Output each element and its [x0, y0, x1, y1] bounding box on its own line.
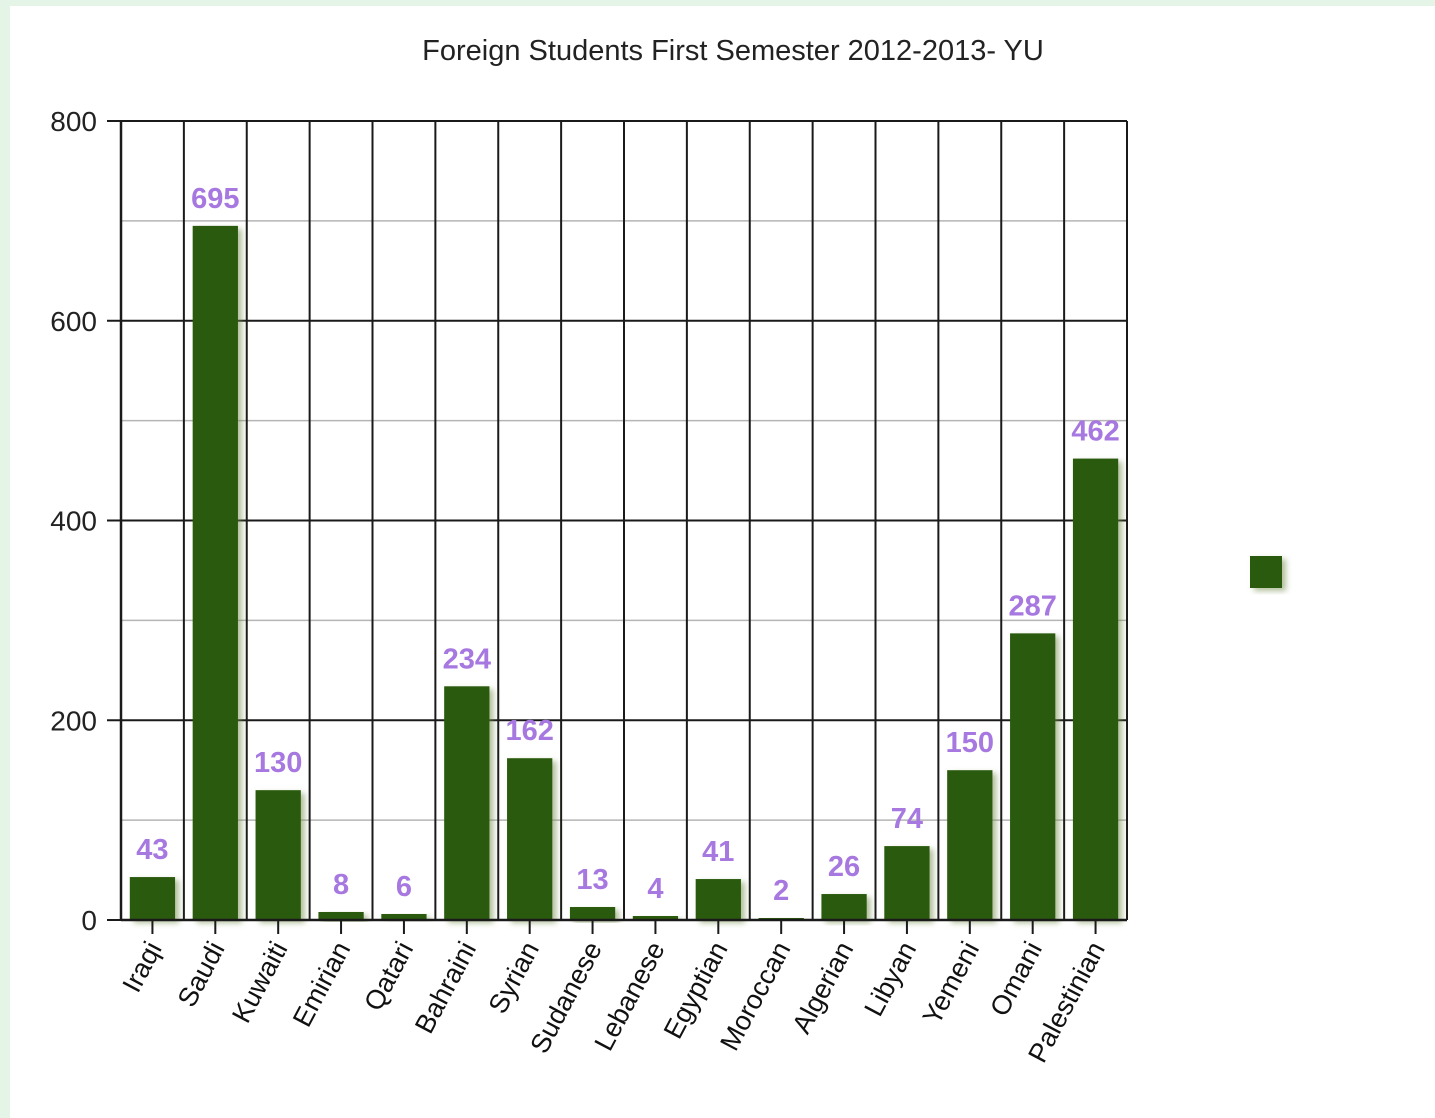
page-frame-top — [0, 0, 1435, 6]
x-tick-label: Saudi — [172, 937, 231, 1012]
page-frame-left — [0, 0, 10, 1118]
bar — [192, 225, 238, 920]
chart-title: Foreign Students First Semester 2012-201… — [422, 35, 1044, 67]
legend — [1250, 556, 1282, 588]
x-tick-label: Bahraini — [409, 937, 482, 1039]
x-tick-label: Syrian — [483, 937, 545, 1019]
bar — [821, 894, 867, 920]
bar — [1010, 633, 1056, 920]
bar — [255, 790, 301, 920]
x-tick-label: Iraqi — [117, 937, 168, 997]
y-tick-label: 800 — [50, 106, 97, 137]
x-tick-label: Libyan — [858, 937, 922, 1021]
x-tick-label: Algerian — [786, 937, 859, 1039]
bar — [884, 846, 930, 920]
data-label: 8 — [333, 869, 349, 901]
data-label: 74 — [891, 803, 923, 835]
data-label: 287 — [1008, 590, 1056, 622]
data-label: 234 — [443, 643, 491, 675]
y-tick-label: 400 — [50, 506, 97, 537]
x-tick-label: Omani — [984, 937, 1048, 1021]
bar — [507, 758, 553, 920]
bar — [632, 916, 679, 920]
bars — [129, 225, 1119, 920]
bar — [381, 914, 427, 920]
y-tick-label: 0 — [81, 905, 97, 936]
data-label: 2 — [773, 875, 789, 907]
bar — [1072, 458, 1119, 920]
data-label: 162 — [505, 715, 553, 747]
data-label: 130 — [254, 747, 302, 779]
x-tick-label: Qatari — [358, 937, 419, 1016]
x-tick-label: Yemeni — [917, 937, 985, 1030]
data-label: 43 — [136, 834, 168, 866]
data-label: 150 — [946, 727, 994, 759]
data-labels: 43 695 130 8 6 234 162 13 4 41 2 26 74 150 287 462 — [136, 183, 1119, 907]
data-label: 6 — [396, 871, 412, 903]
data-label: 695 — [191, 183, 239, 215]
y-tick-label: 200 — [50, 705, 97, 736]
data-label: 41 — [702, 836, 734, 868]
legend-swatch — [1250, 556, 1282, 588]
bar — [444, 686, 490, 920]
y-tick-label: 600 — [50, 306, 97, 337]
data-label: 26 — [828, 851, 860, 883]
data-label: 4 — [647, 873, 663, 905]
bar — [947, 770, 993, 920]
data-label: 462 — [1071, 416, 1119, 448]
bar — [129, 877, 176, 920]
bar — [569, 907, 616, 920]
bar — [695, 879, 741, 920]
x-tick-label: Kuwaiti — [226, 937, 293, 1028]
data-label: 13 — [576, 864, 608, 896]
x-tick-label: Emirian — [287, 937, 356, 1032]
bar — [318, 912, 364, 920]
